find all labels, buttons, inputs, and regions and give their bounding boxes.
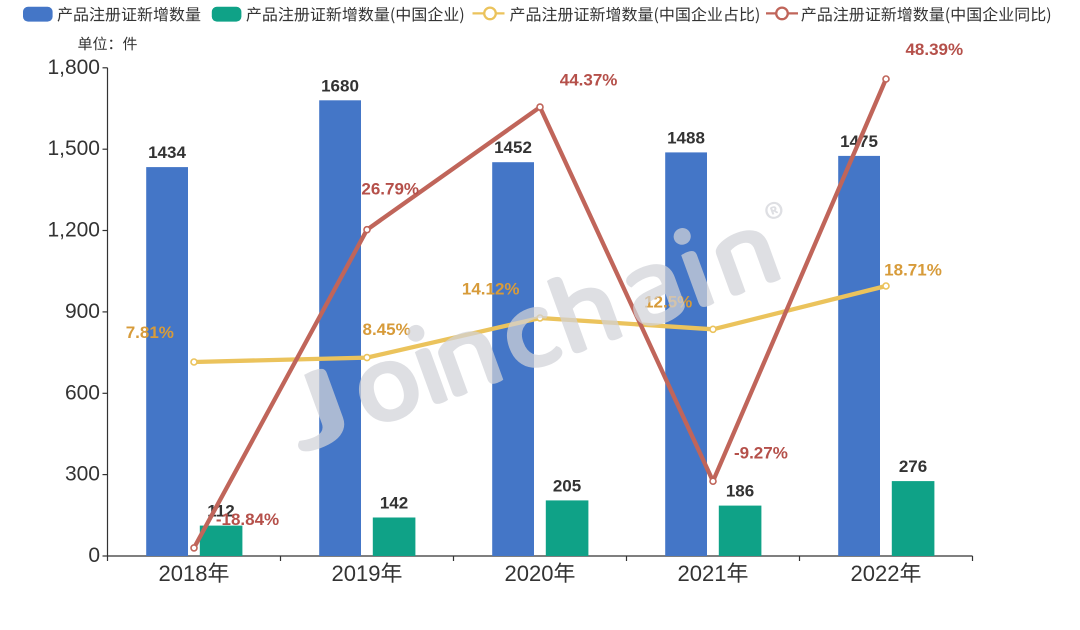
svg-text:14.12%: 14.12% (462, 279, 520, 298)
svg-text:1680: 1680 (321, 76, 359, 95)
svg-text:26.79%: 26.79% (361, 180, 419, 199)
svg-text:186: 186 (726, 482, 754, 501)
svg-text:7.81%: 7.81% (126, 323, 174, 342)
svg-text:8.45%: 8.45% (362, 320, 410, 339)
svg-text:600: 600 (65, 381, 100, 404)
svg-text:900: 900 (65, 300, 100, 323)
svg-text:1,800: 1,800 (47, 56, 100, 79)
svg-text:276: 276 (899, 457, 927, 476)
svg-text:2020: 2020 (505, 561, 554, 586)
svg-text:-9.27%: -9.27% (734, 444, 788, 463)
svg-text:1,200: 1,200 (47, 219, 100, 242)
svg-text:-18.84%: -18.84% (216, 510, 279, 529)
svg-text:44.37%: 44.37% (560, 70, 618, 89)
svg-text:142: 142 (380, 493, 408, 512)
svg-text:1452: 1452 (494, 138, 532, 157)
svg-text:2022: 2022 (851, 561, 900, 586)
svg-text:2019: 2019 (332, 561, 381, 586)
svg-text:2021: 2021 (678, 561, 727, 586)
svg-text:1434: 1434 (148, 143, 186, 162)
svg-text:0: 0 (88, 544, 100, 567)
svg-text:18.71%: 18.71% (884, 261, 942, 280)
svg-text:2018: 2018 (159, 561, 208, 586)
svg-text:1,500: 1,500 (47, 137, 100, 160)
svg-text:205: 205 (553, 476, 581, 495)
svg-text:1488: 1488 (667, 128, 705, 147)
svg-text:300: 300 (65, 463, 100, 486)
svg-text:48.39%: 48.39% (905, 40, 963, 59)
